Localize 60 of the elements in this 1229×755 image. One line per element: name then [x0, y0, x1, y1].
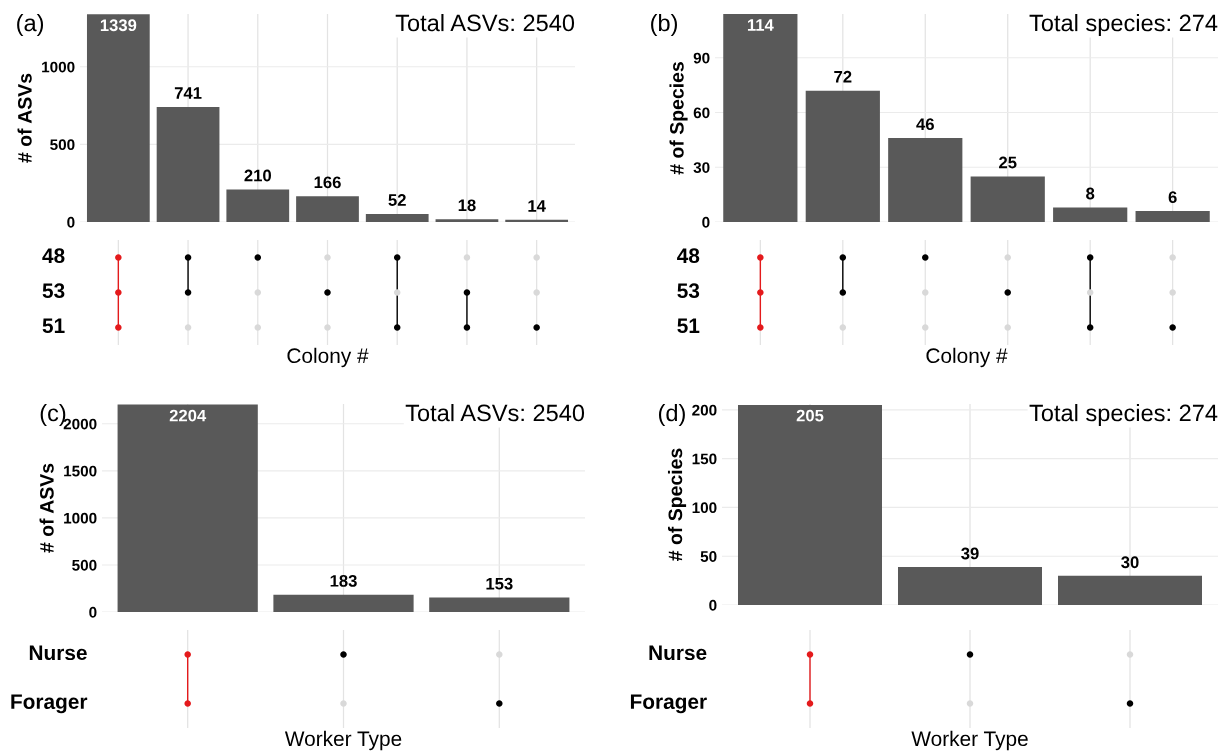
y-tick-label: 200 — [692, 404, 717, 416]
y-axis-title: # of ASVs — [17, 73, 32, 163]
y-tick-label: 500 — [72, 559, 97, 571]
y-tick-label: 0 — [702, 216, 710, 228]
annotation: Total species: 274 — [1029, 404, 1218, 427]
y-tick-label: 150 — [692, 453, 717, 465]
text: 48 — [42, 248, 65, 264]
y-axis-title: # of Species — [667, 448, 687, 561]
y-tick-label: 100 — [692, 502, 717, 514]
data-label: 46 — [916, 118, 934, 131]
y-axis-title: # of Species — [669, 62, 688, 175]
y-tick-label: 0 — [67, 216, 75, 228]
text: Forager — [630, 694, 707, 714]
y-tick-label: 1500 — [64, 465, 97, 477]
text: 53 — [677, 283, 700, 299]
annotation: Total ASVs: 2540 — [405, 404, 585, 422]
text: 51 — [677, 318, 700, 334]
text: Nurse — [29, 645, 87, 661]
data-label: 153 — [486, 577, 513, 590]
data-label: 39 — [961, 547, 979, 560]
data-label: 210 — [244, 169, 271, 182]
data-label: 114 — [747, 19, 774, 31]
text: Worker Type — [911, 730, 1028, 751]
y-axis-title: # of ASVs — [39, 463, 54, 553]
text: 48 — [677, 248, 700, 264]
text: 51 — [42, 318, 65, 334]
y-tick-label: 90 — [693, 52, 710, 64]
y-tick-label: 30 — [693, 162, 710, 173]
annotation: Total ASVs: 2540 — [395, 14, 575, 32]
y-tick-label: 50 — [700, 551, 717, 562]
y-tick-label: 0 — [709, 599, 717, 611]
data-label: 18 — [458, 199, 476, 212]
data-label: 205 — [796, 409, 824, 422]
text: 53 — [42, 283, 65, 299]
chart-title: (a) — [17, 14, 44, 36]
data-label: 166 — [314, 176, 341, 189]
annotation: Total species: 274 — [1029, 14, 1218, 37]
y-tick-label: 1000 — [42, 61, 75, 73]
y-tick-label: 0 — [89, 606, 97, 618]
data-label: 25 — [999, 156, 1017, 169]
y-tick-label: 1000 — [64, 512, 97, 524]
data-label: 8 — [1086, 187, 1095, 200]
y-tick-label: 60 — [693, 107, 710, 119]
data-label: 6 — [1168, 191, 1177, 204]
y-tick-label: 500 — [50, 139, 75, 151]
data-label: 2204 — [169, 409, 207, 422]
chart-title: (b) — [651, 14, 677, 36]
text: Nurse — [649, 645, 707, 661]
text: Forager — [11, 694, 88, 714]
data-label: 30 — [1121, 556, 1139, 569]
data-label: 1339 — [100, 19, 137, 32]
data-label: 741 — [174, 87, 202, 99]
data-label: 72 — [834, 70, 852, 83]
text: Worker Type — [284, 730, 402, 751]
chart-title: (d) — [658, 404, 685, 426]
data-label: 14 — [528, 200, 546, 212]
text: Colony # — [287, 347, 369, 368]
data-label: 52 — [388, 194, 406, 206]
data-label: 183 — [330, 574, 357, 587]
text: Colony # — [926, 347, 1008, 368]
